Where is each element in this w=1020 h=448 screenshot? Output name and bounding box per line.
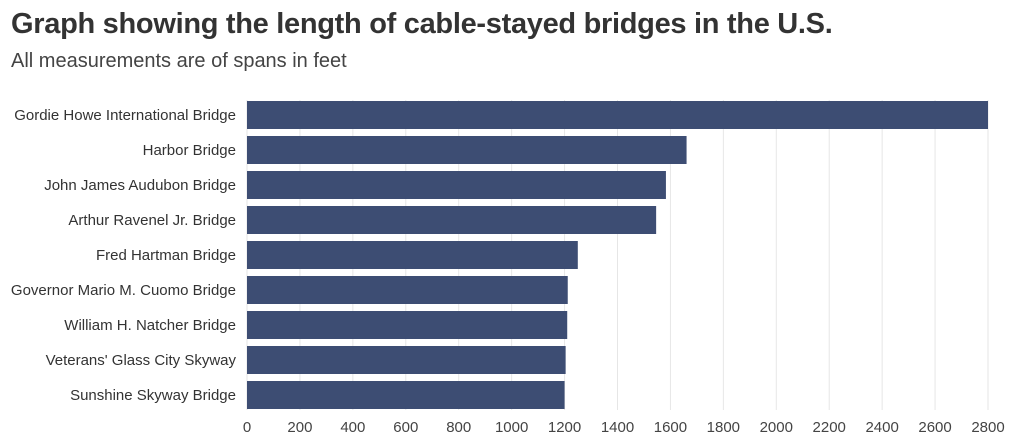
x-tick-label: 2000 xyxy=(760,419,793,436)
chart-title: Graph showing the length of cable-stayed… xyxy=(11,8,833,40)
category-label: Harbor Bridge xyxy=(143,142,236,159)
x-tick-label: 800 xyxy=(446,419,471,436)
x-tick-label: 1000 xyxy=(495,419,528,436)
bar xyxy=(247,136,687,164)
bar xyxy=(247,241,578,269)
category-label: Fred Hartman Bridge xyxy=(96,247,236,264)
x-tick-label: 1400 xyxy=(601,419,634,436)
bar xyxy=(247,346,566,374)
bar xyxy=(247,101,988,129)
category-label: Governor Mario M. Cuomo Bridge xyxy=(11,282,236,299)
x-tick-labels: 0 200 400 600 800 1000 1200 1400 1600 1800 2000 220… xyxy=(243,419,1005,436)
bar xyxy=(247,311,568,339)
x-tick-label: 0 xyxy=(243,419,251,436)
bar xyxy=(247,206,657,234)
x-tick-label: 2800 xyxy=(971,419,1004,436)
category-labels: Gordie Howe International Bridge Harbor B… xyxy=(11,107,237,404)
category-label: Sunshine Skyway Bridge xyxy=(70,387,236,404)
category-label: Veterans' Glass City Skyway xyxy=(46,352,237,369)
bars xyxy=(247,101,988,409)
x-tick-label: 1800 xyxy=(707,419,740,436)
category-label: Arthur Ravenel Jr. Bridge xyxy=(68,212,236,229)
x-tick-label: 600 xyxy=(393,419,418,436)
category-label: John James Audubon Bridge xyxy=(44,177,236,194)
x-tick-label: 200 xyxy=(287,419,312,436)
x-tick-label: 1200 xyxy=(548,419,581,436)
bar xyxy=(247,276,568,304)
bar xyxy=(247,381,565,409)
category-label: William H. Natcher Bridge xyxy=(64,317,236,334)
chart-subtitle: All measurements are of spans in feet xyxy=(11,50,347,72)
x-tick-label: 2600 xyxy=(918,419,951,436)
bar xyxy=(247,171,666,199)
x-tick-label: 2400 xyxy=(865,419,898,436)
x-tick-label: 400 xyxy=(340,419,365,436)
x-tick-label: 1600 xyxy=(654,419,687,436)
x-tick-label: 2200 xyxy=(813,419,846,436)
category-label: Gordie Howe International Bridge xyxy=(14,107,236,124)
